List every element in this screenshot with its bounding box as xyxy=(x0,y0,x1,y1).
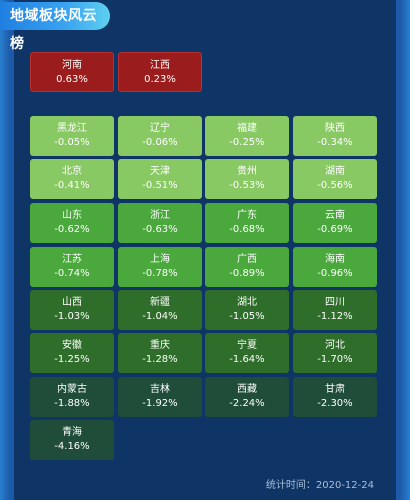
region-tile[interactable]: 青海 -4.16% xyxy=(30,420,114,460)
region-change: -1.05% xyxy=(229,311,265,322)
region-tile[interactable]: 黑龙江 -0.05% xyxy=(30,116,114,156)
region-tile[interactable]: 河北 -1.70% xyxy=(293,333,377,373)
region-change: -0.74% xyxy=(54,268,90,279)
region-tile-henan[interactable]: 河南 0.63% xyxy=(30,52,114,92)
region-name: 北京 xyxy=(62,166,82,177)
region-name: 广东 xyxy=(237,210,257,221)
region-tile[interactable]: 江苏 -0.74% xyxy=(30,247,114,287)
region-change: -0.68% xyxy=(229,224,265,235)
region-name: 宁夏 xyxy=(237,340,257,351)
region-name: 山西 xyxy=(62,297,82,308)
region-tile[interactable]: 内蒙古 -1.88% xyxy=(30,377,114,417)
region-change: -1.64% xyxy=(229,354,265,365)
panel-title: 地域板块风云榜 xyxy=(0,2,110,52)
region-change: -0.53% xyxy=(229,180,265,191)
region-name: 河北 xyxy=(325,340,345,351)
region-tile[interactable]: 广东 -0.68% xyxy=(205,203,289,243)
region-name: 河南 xyxy=(62,60,82,71)
region-change: -0.41% xyxy=(54,180,90,191)
region-change: -1.88% xyxy=(54,398,90,409)
region-change: -1.03% xyxy=(54,311,90,322)
region-change: -1.28% xyxy=(142,354,178,365)
region-tile[interactable]: 北京 -0.41% xyxy=(30,159,114,199)
region-change: -0.69% xyxy=(317,224,353,235)
region-tile[interactable]: 陕西 -0.34% xyxy=(293,116,377,156)
region-change: -0.34% xyxy=(317,137,353,148)
region-name: 海南 xyxy=(325,254,345,265)
region-tile[interactable]: 云南 -0.69% xyxy=(293,203,377,243)
region-name: 云南 xyxy=(325,210,345,221)
region-change: -0.06% xyxy=(142,137,178,148)
region-tile[interactable]: 安徽 -1.25% xyxy=(30,333,114,373)
region-name: 内蒙古 xyxy=(57,384,87,395)
region-change: -1.70% xyxy=(317,354,353,365)
region-tile[interactable]: 福建 -0.25% xyxy=(205,116,289,156)
region-name: 四川 xyxy=(325,297,345,308)
region-change: -0.78% xyxy=(142,268,178,279)
region-change: -4.16% xyxy=(54,441,90,452)
region-tile[interactable]: 贵州 -0.53% xyxy=(205,159,289,199)
region-change: -0.96% xyxy=(317,268,353,279)
region-tile[interactable]: 西藏 -2.24% xyxy=(205,377,289,417)
region-tile[interactable]: 辽宁 -0.06% xyxy=(118,116,202,156)
region-tile[interactable]: 湖北 -1.05% xyxy=(205,290,289,330)
region-name: 湖南 xyxy=(325,166,345,177)
region-tile[interactable]: 天津 -0.51% xyxy=(118,159,202,199)
region-name: 重庆 xyxy=(150,340,170,351)
region-name: 江苏 xyxy=(62,254,82,265)
region-name: 山东 xyxy=(62,210,82,221)
region-change: -0.56% xyxy=(317,180,353,191)
region-name: 青海 xyxy=(62,427,82,438)
region-change: -1.25% xyxy=(54,354,90,365)
region-name: 广西 xyxy=(237,254,257,265)
region-tile[interactable]: 四川 -1.12% xyxy=(293,290,377,330)
region-name: 上海 xyxy=(150,254,170,265)
region-change: -0.63% xyxy=(142,224,178,235)
region-change: 0.63% xyxy=(56,74,88,85)
region-change: -0.62% xyxy=(54,224,90,235)
region-name: 安徽 xyxy=(62,340,82,351)
region-name: 黑龙江 xyxy=(57,123,87,134)
region-change: 0.23% xyxy=(144,74,176,85)
region-name: 陕西 xyxy=(325,123,345,134)
region-name: 辽宁 xyxy=(150,123,170,134)
region-name: 西藏 xyxy=(237,384,257,395)
region-tile[interactable]: 山西 -1.03% xyxy=(30,290,114,330)
region-tile-jiangxi[interactable]: 江西 0.23% xyxy=(118,52,202,92)
region-tile[interactable]: 海南 -0.96% xyxy=(293,247,377,287)
region-name: 天津 xyxy=(150,166,170,177)
region-tile[interactable]: 新疆 -1.04% xyxy=(118,290,202,330)
region-change: -0.05% xyxy=(54,137,90,148)
region-name: 新疆 xyxy=(150,297,170,308)
region-change: -1.12% xyxy=(317,311,353,322)
region-tile[interactable]: 上海 -0.78% xyxy=(118,247,202,287)
region-change: -2.30% xyxy=(317,398,353,409)
region-change: -2.24% xyxy=(229,398,265,409)
region-tile[interactable]: 重庆 -1.28% xyxy=(118,333,202,373)
region-tile[interactable]: 宁夏 -1.64% xyxy=(205,333,289,373)
region-change: -1.04% xyxy=(142,311,178,322)
region-change: -0.51% xyxy=(142,180,178,191)
region-tile[interactable]: 湖南 -0.56% xyxy=(293,159,377,199)
region-change: -0.89% xyxy=(229,268,265,279)
region-tile[interactable]: 广西 -0.89% xyxy=(205,247,289,287)
region-tile[interactable]: 甘肃 -2.30% xyxy=(293,377,377,417)
region-name: 甘肃 xyxy=(325,384,345,395)
region-name: 江西 xyxy=(150,60,170,71)
region-name: 福建 xyxy=(237,123,257,134)
region-tile[interactable]: 山东 -0.62% xyxy=(30,203,114,243)
region-tile[interactable]: 吉林 -1.92% xyxy=(118,377,202,417)
region-name: 湖北 xyxy=(237,297,257,308)
region-tile[interactable]: 浙江 -0.63% xyxy=(118,203,202,243)
region-name: 贵州 xyxy=(237,166,257,177)
stat-time: 统计时间：2020-12-24 xyxy=(265,480,374,491)
region-name: 浙江 xyxy=(150,210,170,221)
region-change: -0.25% xyxy=(229,137,265,148)
region-change: -1.92% xyxy=(142,398,178,409)
region-name: 吉林 xyxy=(150,384,170,395)
